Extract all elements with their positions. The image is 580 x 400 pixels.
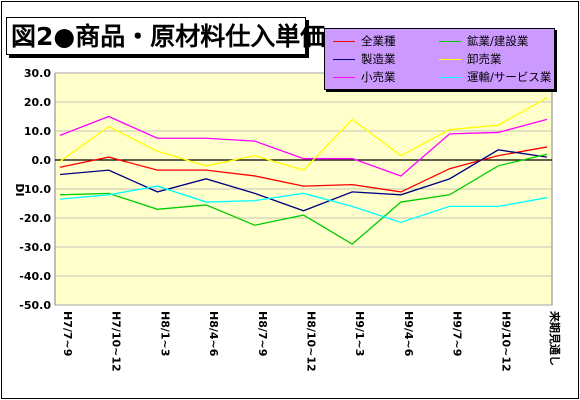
y-axis-label: DI xyxy=(13,183,26,196)
legend-label: 卸売業 xyxy=(467,52,502,66)
legend-swatch xyxy=(333,77,355,78)
series-line-0 xyxy=(59,146,548,193)
legend-item: 卸売業 xyxy=(439,51,502,67)
x-axis-ticks: H7/7~9 H7/10~12 H8/1~3 H8/4~6 H8/7~9 H8/10~12… xyxy=(61,310,562,372)
legend-swatch xyxy=(333,59,355,60)
y-tick-label: -40.0 xyxy=(19,270,51,283)
y-tick-label: -20.0 xyxy=(19,212,51,225)
series-line-4 xyxy=(59,97,548,171)
legend-swatch xyxy=(439,59,461,60)
x-tick-label: H9/7~9 xyxy=(451,311,464,356)
legend-label: 小売業 xyxy=(361,70,396,84)
x-tick-label: H7/7~9 xyxy=(61,311,74,356)
x-tick-label: H8/7~9 xyxy=(256,311,269,356)
series-line-3 xyxy=(59,153,548,245)
y-tick-label: 30.0 xyxy=(24,67,51,80)
legend-item: 鉱業/建設業 xyxy=(439,33,528,49)
y-tick-label: -50.0 xyxy=(19,299,51,312)
legend-label: 製造業 xyxy=(361,52,396,66)
x-tick-label: H8/4~6 xyxy=(207,311,220,357)
x-tick-label: H9/1~3 xyxy=(353,311,366,356)
y-tick-label: -10.0 xyxy=(19,183,51,196)
legend: 全業種製造業小売業 鉱業/建設業 卸売業運輸/サービス業 xyxy=(324,28,555,90)
legend-label: 全業種 xyxy=(361,34,396,48)
legend-item: 小売業 xyxy=(333,69,396,85)
series-line-2 xyxy=(59,115,548,177)
legend-label: 鉱業/建設業 xyxy=(467,34,529,48)
x-tick-label: H9/10~12 xyxy=(499,311,512,372)
legend-swatch xyxy=(439,77,461,78)
x-tick-label: H7/10~12 xyxy=(110,311,123,372)
series-line-5 xyxy=(59,185,548,224)
y-tick-label: 0.0 xyxy=(32,154,52,167)
x-tick-label: H8/1~3 xyxy=(158,311,171,356)
y-tick-label: 10.0 xyxy=(24,125,51,138)
chart-title: 図2●商品・原材料仕入単価 xyxy=(6,17,325,55)
y-axis-ticks: 30.0 20.0 10.0 0.0 -10.0 -20.0 -30.0 -40.0 -50.0 xyxy=(19,67,51,312)
x-tick-label: H8/10~12 xyxy=(305,311,318,372)
x-tick-label: H9/4~6 xyxy=(402,311,415,357)
series-lines xyxy=(59,97,548,245)
legend-item: 全業種 xyxy=(333,33,396,49)
legend-item: 運輸/サービス業 xyxy=(439,69,551,85)
series-line-1 xyxy=(59,149,548,212)
legend-label: 運輸/サービス業 xyxy=(467,70,552,84)
y-tick-label: -30.0 xyxy=(19,241,51,254)
legend-swatch xyxy=(333,41,355,42)
x-tick-label: 来期見通し xyxy=(548,310,562,366)
legend-item: 製造業 xyxy=(333,51,396,67)
y-tick-label: 20.0 xyxy=(24,96,51,109)
legend-swatch xyxy=(439,41,461,42)
